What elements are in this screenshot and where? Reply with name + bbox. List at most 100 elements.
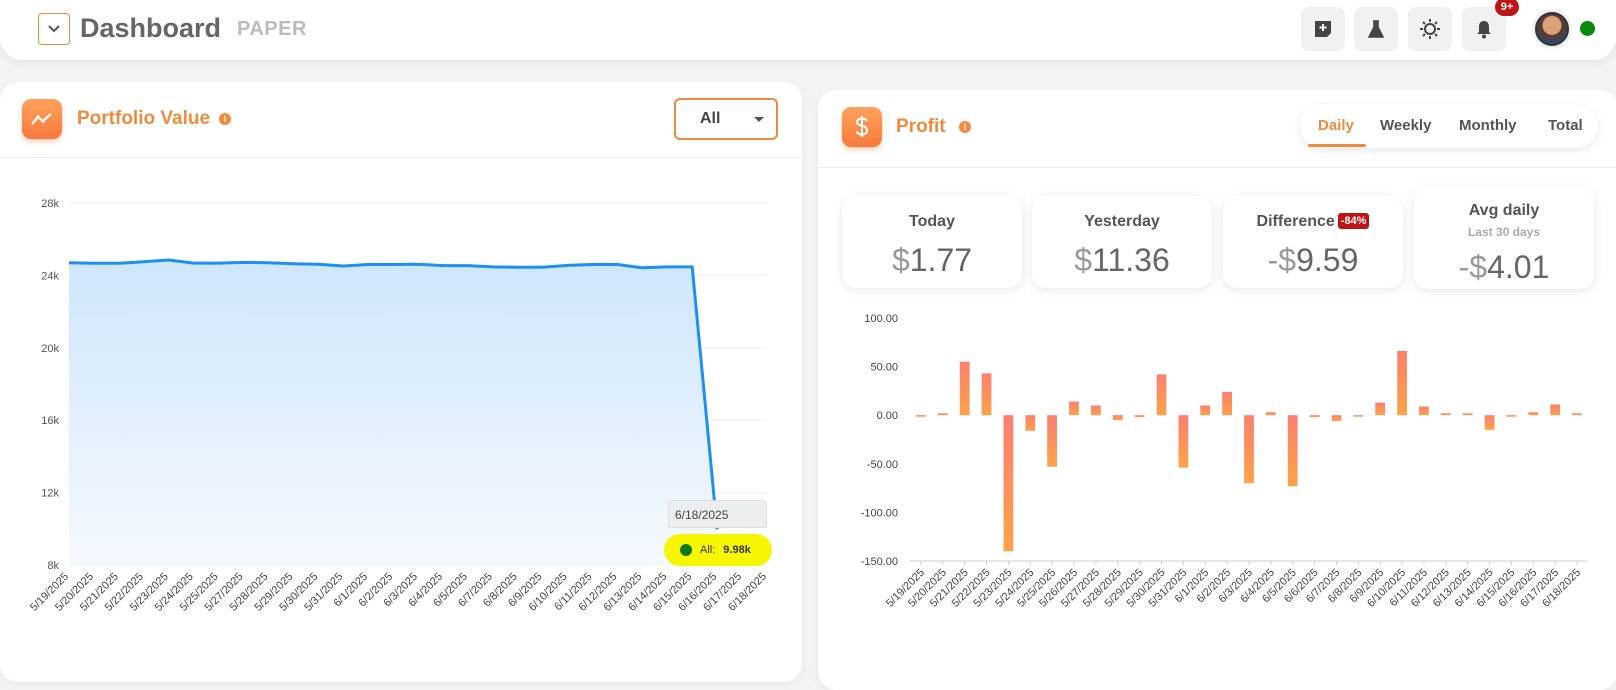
profit-bar [1419, 406, 1429, 416]
profit-bar [1572, 413, 1582, 416]
user-avatar[interactable] [1532, 9, 1572, 49]
trading-mode-label: PAPER [237, 18, 307, 40]
y-tick-label: -150.00 [861, 556, 898, 568]
profit-bar [1550, 404, 1561, 416]
stat-label: Difference -84% [1223, 213, 1403, 231]
profit-bar [1069, 401, 1079, 416]
y-tick-label: 0.00 [877, 410, 898, 422]
profit-bar [1265, 412, 1276, 416]
stat-yesterday: Yesterday $11.36 [1032, 196, 1212, 288]
profit-bar [1112, 415, 1123, 421]
profit-bar [1440, 413, 1451, 416]
profit-bar [1200, 405, 1211, 416]
portfolio-filter-select[interactable]: All [674, 98, 778, 140]
profit-bar [1506, 415, 1517, 417]
trend-line-icon [31, 113, 52, 125]
tab-monthly[interactable]: Monthly [1459, 117, 1517, 134]
profit-bar [1134, 415, 1145, 418]
profit-bar [1462, 413, 1473, 416]
stat-value: $1.77 [891, 242, 973, 278]
stat-value: $11.36 [1074, 242, 1170, 278]
profit-bar [1331, 415, 1342, 421]
profit-bar [1375, 402, 1386, 416]
chevron-down-icon [48, 25, 60, 33]
caret-down-icon [754, 117, 764, 122]
profit-bar [1003, 415, 1014, 552]
trend-icon-box [22, 99, 62, 139]
dollar-icon-box [842, 107, 882, 147]
profit-card: Profit i Daily Weekly Monthly Total Toda… [818, 90, 1616, 690]
tooltip-date: 6/18/2025 [668, 500, 767, 528]
lab-button[interactable] [1354, 7, 1398, 51]
top-bar: Dashboard PAPER 9+ [0, 0, 1616, 60]
card-header-divider [0, 157, 802, 158]
sidebar-toggle-button[interactable] [38, 13, 70, 45]
profit-bar [1528, 412, 1539, 416]
y-tick-label: 50.00 [870, 362, 898, 374]
profit-bar [959, 361, 970, 416]
profit-bar [916, 415, 926, 417]
y-tick-label: 100.00 [864, 313, 898, 325]
profit-bar [1353, 415, 1364, 417]
card-header-divider [818, 167, 1616, 168]
portfolio-value-title: Portfolio Value [77, 108, 211, 129]
stat-today: Today $1.77 [842, 196, 1022, 288]
tooltip-series-label: All: [700, 544, 716, 556]
stat-difference: Difference -84% -$9.59 [1223, 196, 1403, 288]
profit-bar [1287, 415, 1298, 487]
sun-icon [1420, 19, 1440, 39]
profit-bar-chart: 100.0050.000.00-50.00-100.00-150.005/19/… [861, 313, 1588, 610]
stat-value: -$4.01 [1458, 249, 1550, 285]
series-line [68, 258, 719, 530]
profit-bar [1156, 374, 1167, 416]
series-color-dot [680, 544, 692, 556]
page-title: Dashboard [80, 13, 222, 43]
add-note-button[interactable] [1301, 7, 1345, 51]
profit-bar [981, 373, 992, 416]
flask-icon [1367, 20, 1385, 38]
add-note-icon [1315, 21, 1331, 37]
area-fill [69, 260, 718, 565]
active-tab-indicator [1308, 144, 1366, 147]
y-tick-label: 24k [41, 270, 59, 282]
profit-bar [1484, 415, 1495, 430]
stat-label: Yesterday [1084, 213, 1160, 230]
profit-title: Profit [896, 116, 946, 137]
profit-bar [1397, 351, 1407, 416]
dollar-icon [855, 116, 869, 137]
profit-period-tabs: Daily Weekly Monthly Total [1300, 104, 1598, 148]
profit-bar [1309, 415, 1320, 418]
percent-change-badge: -84% [1337, 213, 1370, 229]
stat-avg-daily: Avg daily Last 30 days -$4.01 [1414, 187, 1594, 289]
portfolio-value-card: Portfolio Value i All 28k 24k 20k 16k 12k 8k 5… [0, 82, 802, 682]
tooltip-row: All: 9.98k [664, 534, 772, 566]
stat-value: -$9.59 [1267, 242, 1359, 278]
info-icon[interactable]: i [219, 113, 231, 125]
theme-toggle-button[interactable] [1408, 7, 1452, 51]
y-tick-label: 12k [41, 488, 59, 500]
tooltip-value: 9.98k [723, 544, 751, 556]
profit-bar [1244, 415, 1254, 484]
tab-weekly[interactable]: Weekly [1380, 117, 1432, 134]
y-tick-label: 16k [41, 415, 59, 427]
y-tick-label: 28k [41, 198, 59, 210]
chart-tooltip: 6/18/2025 All: 9.98k [664, 500, 772, 566]
profit-bar [937, 413, 948, 416]
profit-bar [1222, 391, 1232, 416]
portfolio-value-chart: 28k24k20k16k12k8k5/19/20255/20/20255/21/… [28, 198, 769, 614]
info-icon[interactable]: i [959, 121, 971, 133]
y-tick-label: -100.00 [861, 507, 898, 519]
profit-bar [1178, 415, 1189, 468]
portfolio-filter-value: All [700, 110, 721, 127]
y-tick-label: -50.00 [867, 459, 898, 471]
online-status-indicator [1580, 21, 1595, 36]
profit-bar [1047, 415, 1057, 467]
avatar-image [1535, 12, 1569, 46]
y-tick-label: 20k [41, 343, 59, 355]
y-tick-label: 8k [47, 560, 59, 572]
profit-bar [1025, 415, 1036, 431]
tab-total[interactable]: Total [1548, 117, 1583, 134]
stat-label: Today [909, 213, 955, 230]
notification-count-badge: 9+ [1495, 0, 1519, 16]
tab-daily[interactable]: Daily [1318, 117, 1354, 134]
